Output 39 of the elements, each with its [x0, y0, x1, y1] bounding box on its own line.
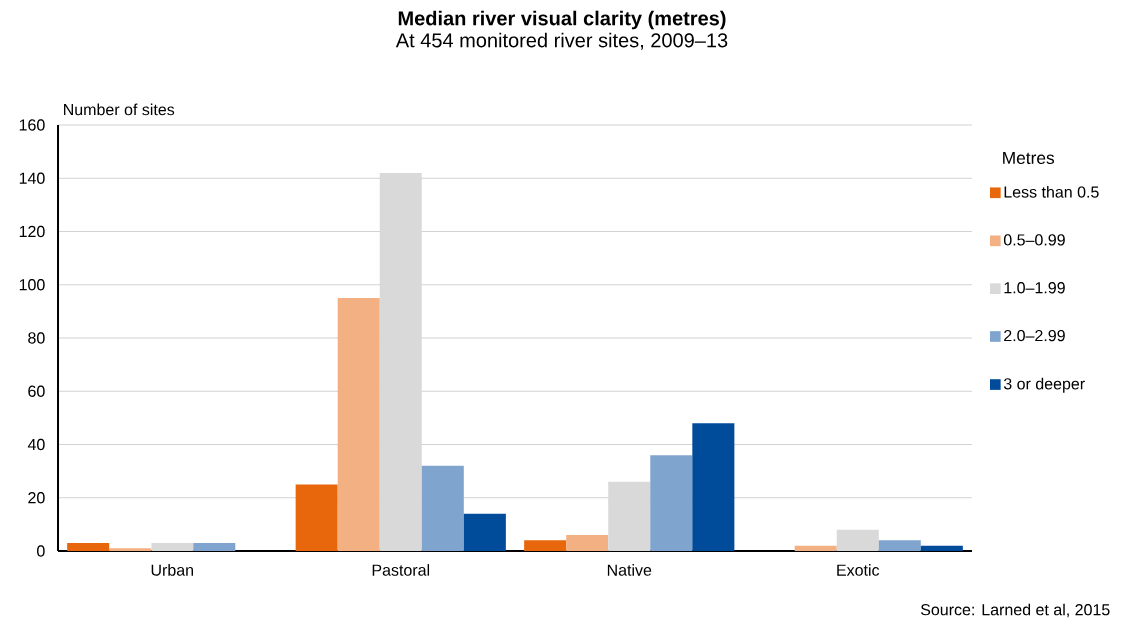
bar: [836, 529, 879, 551]
bar: [421, 465, 464, 551]
legend-title: Metres: [1003, 151, 1055, 165]
legend-label: Less than 0.5: [1004, 185, 1099, 198]
bar: [463, 513, 506, 551]
x-tick-label: Pastoral: [372, 564, 430, 576]
chart-title: Median river visual clarity (metres): [398, 10, 726, 30]
legend-label: 2.0–2.99: [1004, 329, 1065, 342]
bar: [524, 540, 567, 551]
y-tick-label: 140: [19, 172, 45, 184]
bar: [295, 484, 338, 551]
bar: [692, 423, 735, 551]
bar: [337, 298, 380, 551]
y-axis-title: Number of sites: [64, 103, 175, 116]
y-tick-label: 160: [19, 119, 45, 131]
y-tick-label: 100: [19, 279, 45, 291]
legend-label: 0.5–0.99: [1003, 234, 1065, 246]
legend-label: 3 or deeper: [1003, 377, 1085, 393]
y-tick-label: 60: [28, 385, 45, 397]
bar: [67, 543, 110, 551]
y-tick-label: 0: [37, 545, 45, 557]
bar: [109, 548, 152, 551]
bar: [193, 543, 236, 551]
x-tick-label: Urban: [151, 564, 193, 576]
y-tick-label: 80: [28, 332, 45, 344]
bar: [920, 545, 963, 551]
source-note: Source: Larned et al, 2015: [920, 603, 1110, 618]
bar: [151, 543, 194, 551]
bar: [566, 535, 609, 551]
legend-label: 1.0–1.99: [1004, 282, 1065, 294]
chart-subtitle: At 454 monitored river sites, 2009–13: [395, 32, 728, 50]
bar: [650, 455, 693, 551]
bar: [878, 540, 921, 551]
x-tick-label: Exotic: [837, 564, 880, 576]
y-tick-label: 40: [27, 438, 45, 451]
y-tick-label: 20: [28, 492, 45, 504]
y-tick-label: 120: [19, 225, 45, 238]
bar: [794, 545, 837, 551]
x-tick-label: Native: [607, 564, 652, 576]
